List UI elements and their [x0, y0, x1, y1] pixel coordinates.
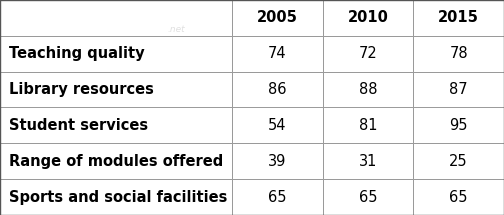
Text: Teaching quality: Teaching quality: [9, 46, 145, 61]
Bar: [323, 108, 413, 143]
Bar: [413, 143, 504, 179]
Text: 81: 81: [359, 118, 377, 133]
Text: 2015: 2015: [438, 10, 479, 25]
Bar: [0, 36, 232, 72]
Text: 88: 88: [359, 82, 377, 97]
Bar: [323, 36, 413, 72]
Bar: [413, 179, 504, 215]
Text: Sports and social facilities: Sports and social facilities: [9, 190, 227, 205]
Text: 54: 54: [268, 118, 286, 133]
Text: 86: 86: [268, 82, 286, 97]
Text: 25: 25: [450, 154, 468, 169]
Bar: [232, 108, 323, 143]
Text: 39: 39: [268, 154, 286, 169]
Text: 78: 78: [450, 46, 468, 61]
Text: 65: 65: [268, 190, 286, 205]
Text: 65: 65: [450, 190, 468, 205]
Bar: [323, 72, 413, 108]
Text: Library resources: Library resources: [9, 82, 154, 97]
Text: 31: 31: [359, 154, 377, 169]
Bar: [0, 72, 232, 108]
Bar: [232, 143, 323, 179]
Text: 87: 87: [450, 82, 468, 97]
Bar: [232, 179, 323, 215]
Bar: [232, 0, 323, 36]
Bar: [413, 72, 504, 108]
Bar: [413, 36, 504, 72]
Bar: [323, 143, 413, 179]
Text: Student services: Student services: [9, 118, 148, 133]
Bar: [0, 143, 232, 179]
Bar: [413, 108, 504, 143]
Bar: [323, 0, 413, 36]
Text: 72: 72: [358, 46, 377, 61]
Bar: [232, 72, 323, 108]
Bar: [232, 36, 323, 72]
Bar: [0, 108, 232, 143]
Text: Range of modules offered: Range of modules offered: [9, 154, 223, 169]
Text: .net: .net: [168, 25, 185, 34]
Text: 2010: 2010: [347, 10, 389, 25]
Bar: [0, 0, 232, 36]
Bar: [0, 179, 232, 215]
Bar: [413, 0, 504, 36]
Text: 65: 65: [359, 190, 377, 205]
Text: 2005: 2005: [257, 10, 298, 25]
Text: 74: 74: [268, 46, 286, 61]
Text: 95: 95: [450, 118, 468, 133]
Bar: [323, 179, 413, 215]
